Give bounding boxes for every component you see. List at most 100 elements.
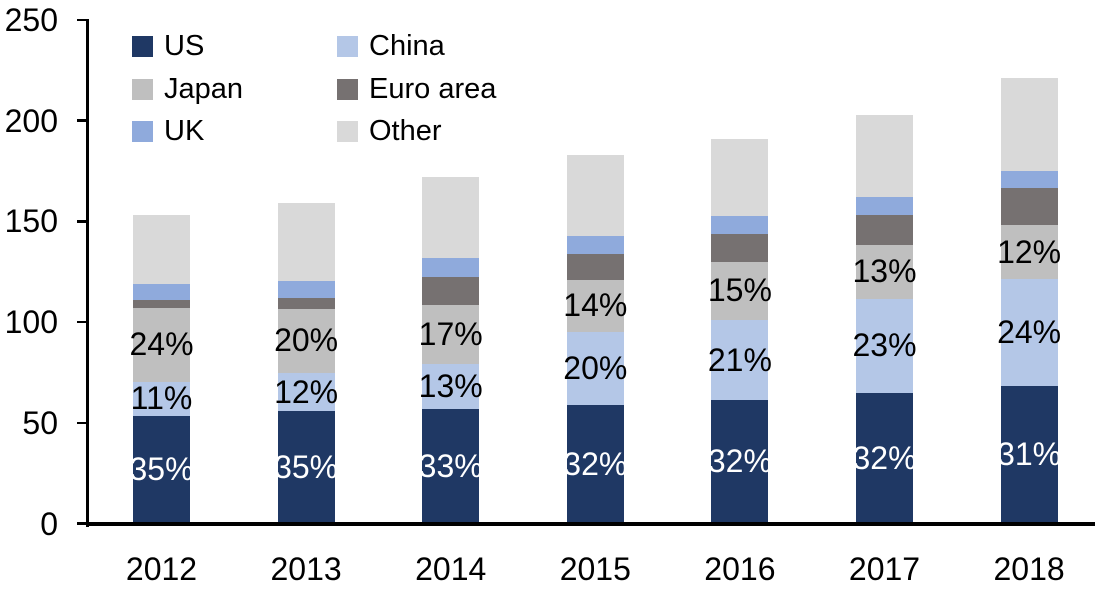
bar-segment-other [277,203,335,281]
segment-label: 21% [707,341,772,378]
bar-segment-other [566,154,624,237]
segment-label: 35% [274,448,339,485]
y-axis-tick [77,18,86,22]
bar-segment-other [133,215,190,285]
bar-segment-us: 31% [997,385,1061,524]
legend-swatch-euro-area [337,78,358,100]
legend-swatch-other [337,120,358,142]
bar-segment-other [1000,78,1058,171]
segment-label: 31% [997,436,1062,472]
x-axis-label-2016: 2016 [704,551,776,587]
bar-segment-uk [422,258,480,277]
legend-item-china: China [337,29,445,62]
y-axis-line [86,18,89,527]
legend-label-uk: UK [164,114,205,147]
y-axis-label: 200 [4,102,58,139]
y-axis-tick [77,522,86,525]
y-axis-tick [77,421,86,425]
legend-label-china: China [369,29,445,62]
bar-segment-other [711,138,769,217]
bar-segment-japan: 13% [852,245,917,299]
legend-item-us: US [132,29,205,62]
bar-segment-uk [566,236,624,255]
bar-segment-us: 33% [419,409,483,524]
segment-label: 17% [418,316,483,353]
bar-segment-other [422,177,480,259]
bar-segment-china: 20% [563,331,627,406]
bar-segment-uk [711,216,769,235]
legend-label-euro-area: Euro area [369,72,497,105]
bar-segment-euro-area [422,276,480,306]
bar-segment-euro-area [1000,187,1058,226]
y-axis-tick [77,320,86,324]
y-axis-label: 100 [4,304,58,341]
segment-label: 11% [130,380,193,417]
bar-segment-us: 35% [129,415,194,524]
bar-segment-uk [856,197,913,215]
segment-label: 14% [563,287,628,324]
segment-label: 20% [563,350,628,387]
bar-segment-japan: 17% [419,305,483,364]
bar-segment-us: 35% [274,411,338,524]
legend-swatch-china [337,35,358,57]
bar-segment-china: 24% [997,278,1061,386]
bar-segment-japan: 14% [563,280,627,332]
legend-item-uk: UK [132,114,205,147]
y-axis-label: 250 [4,2,58,38]
bar-segment-uk [277,280,335,299]
legend-item-other: Other [337,114,442,147]
bar-segment-china: 13% [419,363,483,410]
bar-segment-us: 32% [708,400,772,524]
segment-label: 13% [418,368,483,405]
segment-label: 12% [997,233,1062,270]
bar-segment-us: 32% [852,392,917,524]
segment-label: 24% [997,313,1062,350]
bar-segment-japan: 20% [274,308,338,373]
segment-label: 35% [129,451,194,488]
legend-swatch-uk [132,120,153,142]
y-axis-tick [77,220,86,223]
bar-segment-japan: 12% [997,225,1061,279]
segment-label: 20% [274,322,339,359]
y-axis-label: 50 [22,404,58,441]
bar-segment-us: 32% [563,405,627,524]
segment-label: 33% [418,447,483,484]
bar-segment-euro-area [133,299,190,308]
bar-segment-euro-area [277,298,335,309]
x-axis-label-2013: 2013 [270,551,342,587]
bar-segment-euro-area [856,214,913,246]
x-axis-label-2012: 2012 [125,551,198,587]
bar-segment-japan: 15% [708,261,772,320]
segment-label: 23% [852,327,917,364]
bar-segment-other [856,114,913,198]
legend-item-japan: Japan [132,72,244,105]
x-axis-label-2018: 2018 [993,551,1065,587]
legend-item-euro-area: Euro area [337,72,497,105]
segment-label: 12% [274,373,339,410]
bar-segment-china: 21% [708,319,772,401]
x-axis-line [86,522,1095,526]
y-axis-tick [77,119,86,122]
segment-label: 24% [129,326,194,363]
legend-swatch-us [132,35,153,57]
bar-segment-china: 11% [130,380,193,417]
bar-segment-uk [1000,170,1058,188]
segment-label: 13% [852,253,917,290]
legend-label-us: US [164,29,205,62]
x-axis-label-2014: 2014 [415,551,487,587]
legend-label-other: Other [369,114,442,147]
x-axis-label-2015: 2015 [559,551,631,587]
bar-segment-euro-area [711,234,769,262]
y-axis-label: 0 [40,505,58,542]
segment-label: 32% [707,443,772,480]
segment-label: 15% [707,272,772,309]
legend-label-japan: Japan [164,72,244,105]
bar-segment-china: 23% [852,298,917,393]
bar-segment-uk [133,284,190,300]
segment-label: 32% [563,445,628,482]
segment-label: 32% [852,439,917,476]
legend-swatch-japan [132,78,153,100]
bar-segment-euro-area [566,254,624,281]
x-axis-label-2017: 2017 [848,551,921,587]
